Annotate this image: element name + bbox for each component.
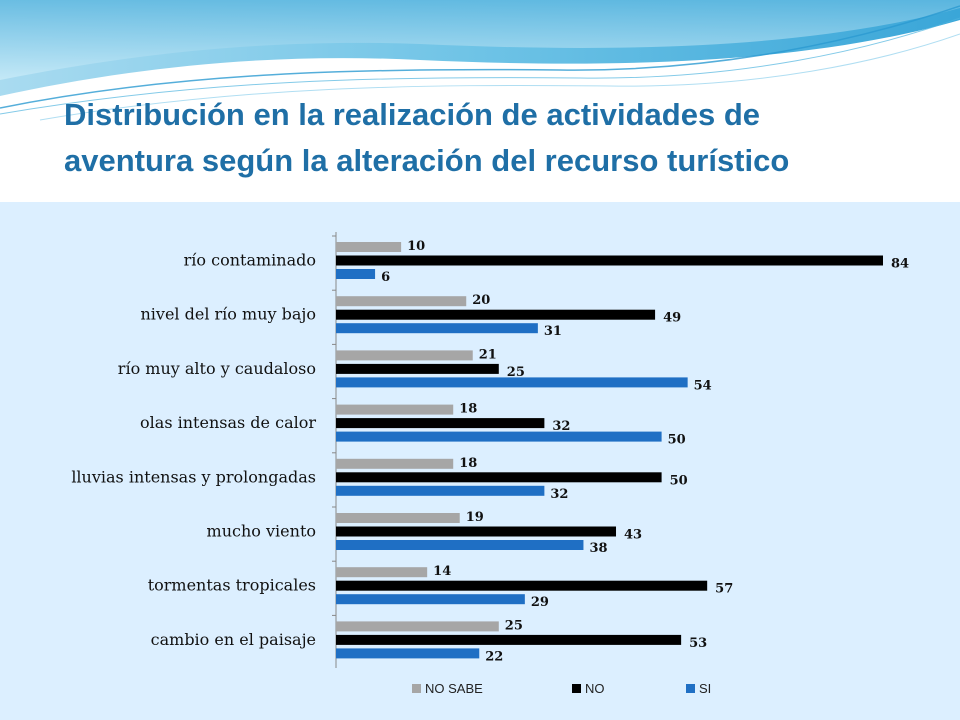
slide-title-line-1: Distribución en la realización de activi… xyxy=(64,97,761,132)
data-label-si: 32 xyxy=(550,487,568,502)
category-label: nivel del río muy bajo xyxy=(140,305,316,324)
bar-no-sabe xyxy=(336,350,473,361)
bar-no-sabe xyxy=(336,621,499,632)
chart-panel: río contaminado 10 84 6 nivel del río muy ba… xyxy=(0,202,960,720)
data-label-no: 53 xyxy=(689,636,707,651)
wave-line-2 xyxy=(0,17,960,115)
bar-no xyxy=(336,418,545,429)
data-label-no-sabe: 18 xyxy=(459,402,477,417)
legend-swatch-no-sabe xyxy=(412,684,421,693)
slide-header: Distribución en la realización de activi… xyxy=(0,0,960,202)
legend-label-no-sabe: NO SABE xyxy=(425,681,483,696)
bar-chart: río contaminado 10 84 6 nivel del río muy ba… xyxy=(71,232,909,696)
bar-si xyxy=(336,431,662,442)
data-label-no-sabe: 19 xyxy=(466,510,484,525)
data-label-no: 57 xyxy=(715,582,733,597)
data-label-no-sabe: 10 xyxy=(407,239,425,254)
data-label-no: 84 xyxy=(891,257,909,272)
wave-line-1 xyxy=(0,5,960,109)
category-label: lluvias intensas y prolongadas xyxy=(71,467,316,486)
data-label-no-sabe: 14 xyxy=(433,564,451,579)
data-label-no: 32 xyxy=(552,419,570,434)
slide-title: Distribución en la realización de activi… xyxy=(64,92,944,184)
decorative-wave-graphic xyxy=(0,0,960,121)
category-label: mucho viento xyxy=(207,522,316,541)
bar-no xyxy=(336,309,656,320)
wave-band-light xyxy=(0,0,960,80)
category-label: río contaminado xyxy=(184,251,316,270)
legend-label-si: SI xyxy=(699,681,711,696)
wave-line-3 xyxy=(39,33,960,121)
bar-no-sabe xyxy=(336,567,428,578)
bar-si xyxy=(336,269,376,279)
bar-si xyxy=(336,540,584,550)
data-label-no-sabe: 18 xyxy=(459,456,477,471)
data-label-si: 38 xyxy=(589,541,607,556)
bar-no xyxy=(336,634,682,645)
bar-si xyxy=(336,323,538,334)
data-label-no: 25 xyxy=(507,365,525,380)
data-label-no-sabe: 25 xyxy=(505,618,523,633)
data-label-si: 6 xyxy=(381,270,390,285)
category-label: río muy alto y caudaloso xyxy=(118,359,316,378)
bar-no-sabe xyxy=(336,242,402,252)
category-label: tormentas tropicales xyxy=(148,576,316,595)
category-label: olas intensas de calor xyxy=(140,413,316,432)
bar-si xyxy=(336,377,688,388)
bar-no xyxy=(336,526,617,537)
bar-no-sabe xyxy=(336,458,454,469)
data-label-si: 31 xyxy=(544,324,562,339)
data-label-no-sabe: 20 xyxy=(472,293,490,308)
data-label-no-sabe: 21 xyxy=(479,347,497,362)
data-label-no: 49 xyxy=(663,311,681,326)
bar-no-sabe xyxy=(336,513,460,523)
bar-si xyxy=(336,485,545,496)
bar-no xyxy=(336,472,662,483)
slide-title-line-2: aventura según la alteración del recurso… xyxy=(64,143,790,178)
data-label-si: 22 xyxy=(485,649,503,664)
bar-si xyxy=(336,594,525,605)
data-label-no: 50 xyxy=(670,473,688,488)
legend-label-no: NO xyxy=(585,681,605,696)
legend-swatch-si xyxy=(686,684,695,693)
data-label-si: 54 xyxy=(694,378,712,393)
category-label: cambio en el paisaje xyxy=(151,630,316,649)
legend-swatch-no xyxy=(572,684,581,693)
bar-no xyxy=(336,580,708,591)
bar-no xyxy=(336,255,883,266)
bar-no xyxy=(336,363,499,374)
bar-no-sabe xyxy=(336,404,454,415)
data-label-no: 43 xyxy=(624,528,642,543)
data-label-si: 50 xyxy=(668,433,686,448)
bar-no-sabe xyxy=(336,296,467,307)
data-label-si: 29 xyxy=(531,595,549,610)
bar-si xyxy=(336,648,480,659)
